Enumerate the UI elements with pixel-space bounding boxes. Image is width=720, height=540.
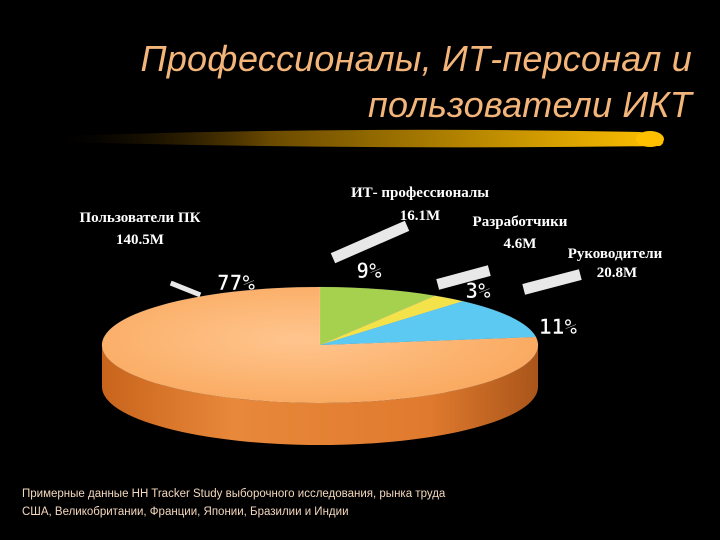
title-underline xyxy=(60,129,664,148)
percent-label-polzovateli-pk: 77% xyxy=(217,271,255,295)
slide-title-line-1: Профессионалы, ИТ-персонал и xyxy=(140,38,692,79)
percent-label-razrabotchiki: 3% xyxy=(465,279,491,303)
percent-label-rukovoditeli: 11% xyxy=(539,315,577,339)
value-polzovateli-pk: 140.5M xyxy=(116,232,164,248)
pie-side-wall xyxy=(102,345,538,445)
slice-polzovateli-pk xyxy=(101,286,539,404)
slide-title-line-2: пользователи ИКТ xyxy=(368,84,692,125)
value-razrabotchiki: 4.6M xyxy=(504,236,537,252)
label-polzovateli-pk: Пользователи ПК xyxy=(80,210,201,226)
label-rukovoditeli: Руководители xyxy=(568,246,663,262)
label-it-professionaly: ИТ- профессионалы xyxy=(351,185,489,201)
slice-razrabotchiki xyxy=(319,295,465,346)
label-razrabotchiki: Разработчики xyxy=(473,214,568,230)
slice-it-professionaly xyxy=(319,286,437,346)
source-note-line-2: США, Великобритании, Франции, Японии, Бр… xyxy=(22,506,349,518)
value-rukovoditeli: 20.8M xyxy=(597,265,637,281)
source-note-line-1: Примерные данные HH Tracker Study выборо… xyxy=(22,488,446,500)
value-it-professionaly: 16.1M xyxy=(400,208,440,224)
callout-leader xyxy=(436,265,491,290)
callouts: 77% 9% 3% 11% Пользователи ПК 140.5M ИТ- профе… xyxy=(80,185,663,339)
callout-leader xyxy=(169,280,202,298)
callout-leader xyxy=(330,220,410,264)
callout-leader xyxy=(522,269,582,295)
pie-group xyxy=(101,286,539,445)
slice-rukovoditeli xyxy=(319,300,537,346)
percent-label-it-professionaly: 9% xyxy=(356,259,382,283)
